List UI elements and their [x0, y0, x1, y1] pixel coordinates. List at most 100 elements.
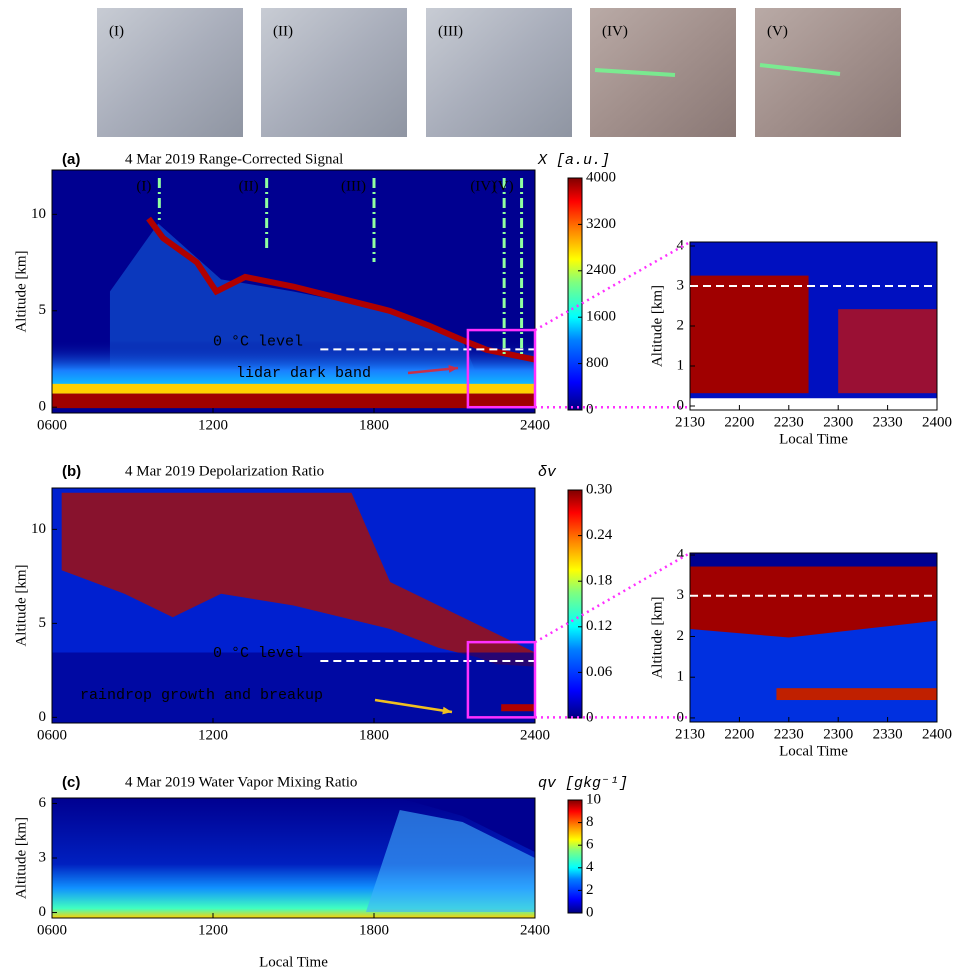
heatmap-rain: [838, 309, 937, 394]
photo-label: (I): [109, 23, 124, 39]
x-tick-label: 2200: [724, 414, 754, 430]
x-tick-label: 1800: [359, 922, 389, 938]
colorbar: [567, 177, 583, 411]
y-tick-label: 5: [39, 615, 47, 631]
y-axis-label: Altitude [km]: [649, 285, 665, 367]
colorbar-tick-label: 0.12: [586, 618, 612, 634]
x-tick-label: 2130: [675, 726, 705, 742]
y-tick-label: 3: [39, 849, 47, 865]
x-tick-label: 1800: [359, 727, 389, 743]
photo-label: (V): [767, 23, 788, 39]
colorbar-tick-label: 0: [586, 401, 594, 417]
panel-label: (b): [62, 463, 81, 480]
y-tick-label: 5: [39, 302, 47, 318]
y-tick-label: 2: [677, 317, 685, 333]
annotation-arrow: [374, 698, 453, 714]
x-tick-label: 2300: [823, 414, 853, 430]
axes-frame: [689, 241, 938, 411]
x-tick-label: 2400: [520, 922, 550, 938]
colorbar-tick-label: 2400: [586, 262, 616, 278]
y-tick-label: 2: [677, 628, 685, 644]
annotation: raindrop growth and breakup: [80, 687, 323, 704]
y-axis-label: Altitude [km]: [13, 817, 29, 899]
y-tick-label: 1: [677, 669, 685, 685]
x-tick-label: 2300: [823, 726, 853, 742]
x-tick-label: 0600: [37, 417, 67, 433]
y-tick-label: 6: [39, 795, 47, 811]
x-tick-label: 2200: [724, 726, 754, 742]
colorbar-tick-label: 8: [586, 814, 594, 830]
photo: [261, 8, 407, 137]
photo-label: (II): [273, 23, 293, 39]
y-tick-label: 0: [677, 397, 685, 413]
zoom-line: [534, 551, 691, 644]
x-tick-label: 2400: [922, 414, 952, 430]
x-tick-label: 0600: [37, 922, 67, 938]
y-tick-label: 4: [677, 546, 685, 562]
axes-frame: [51, 487, 536, 724]
y-axis-label: Altitude [km]: [649, 596, 665, 678]
y-tick-label: 10: [31, 206, 46, 222]
colorbar: [567, 489, 583, 719]
heatmap-dry: [399, 798, 535, 852]
x-tick-label: 2400: [520, 727, 550, 743]
heatmap-cloud: [146, 216, 536, 363]
colorbar-tick-label: 800: [586, 355, 609, 371]
marker-label: (IV): [470, 178, 496, 194]
axes-frame: [689, 552, 938, 723]
annotation-arrowhead: [442, 706, 452, 715]
y-tick-label: 4: [677, 237, 685, 253]
colorbar-tick-label: 2: [586, 882, 594, 898]
chart-title: 4 Mar 2019 Range-Corrected Signal: [125, 151, 343, 167]
heatmap-rainlayer: [501, 704, 535, 712]
marker-label: (V): [493, 178, 514, 194]
x-tick-label: 2130: [675, 414, 705, 430]
marker-label: (III): [341, 178, 366, 194]
colorbar-label: qv [gkg⁻¹]: [538, 775, 628, 792]
colorbar-tick-label: 3200: [586, 216, 616, 232]
heatmap-ice: [61, 492, 535, 667]
colorbar-tick-label: 0.24: [586, 527, 613, 543]
y-tick-label: 0: [39, 709, 47, 725]
photo-label: (III): [438, 23, 463, 39]
heatmap-low: [52, 652, 535, 723]
heatmap-rainlayer: [776, 688, 937, 701]
x-tick-label: 1200: [198, 417, 228, 433]
colorbar-label: X [a.u.]: [537, 152, 610, 169]
x-tick-label: 2230: [774, 414, 804, 430]
x-tick-label: 1200: [198, 922, 228, 938]
y-axis-label: Altitude [km]: [13, 564, 29, 646]
heatmap-rain: [690, 275, 809, 394]
marker-label: (I): [136, 178, 151, 194]
colorbar-tick-label: 0.30: [586, 481, 612, 497]
heatmap-surface-y: [52, 383, 535, 394]
zoom-box: [466, 328, 537, 409]
annotation: lidar dark band: [236, 365, 371, 382]
photo-label: (IV): [602, 23, 628, 39]
y-tick-label: 0: [39, 399, 47, 415]
colorbar-tick-label: 4: [586, 859, 594, 875]
zoom-box: [466, 640, 537, 719]
photo: [426, 8, 572, 137]
panel-label: (c): [62, 774, 80, 791]
axes-frame: [51, 169, 536, 414]
panel-label: (a): [62, 151, 80, 168]
y-tick-label: 3: [677, 587, 685, 603]
y-axis-label: Altitude [km]: [13, 250, 29, 332]
axes-frame: [51, 797, 536, 919]
laser-streak: [594, 68, 676, 77]
y-tick-label: 3: [677, 277, 685, 293]
x-tick-label: 2330: [873, 414, 903, 430]
x-axis-label: Local Time: [779, 431, 848, 447]
x-axis-label: Local Time: [779, 743, 848, 759]
x-tick-label: 1200: [198, 727, 228, 743]
colorbar-tick-label: 0: [586, 904, 594, 920]
x-axis-label: Local Time: [259, 954, 328, 970]
colorbar-tick-label: 1600: [586, 309, 616, 325]
x-tick-label: 2400: [520, 417, 550, 433]
chart-title: 4 Mar 2019 Depolarization Ratio: [125, 463, 324, 479]
y-tick-label: 0: [39, 904, 47, 920]
freezing-level-label: 0 °C level: [213, 333, 303, 350]
colorbar: [567, 799, 583, 914]
